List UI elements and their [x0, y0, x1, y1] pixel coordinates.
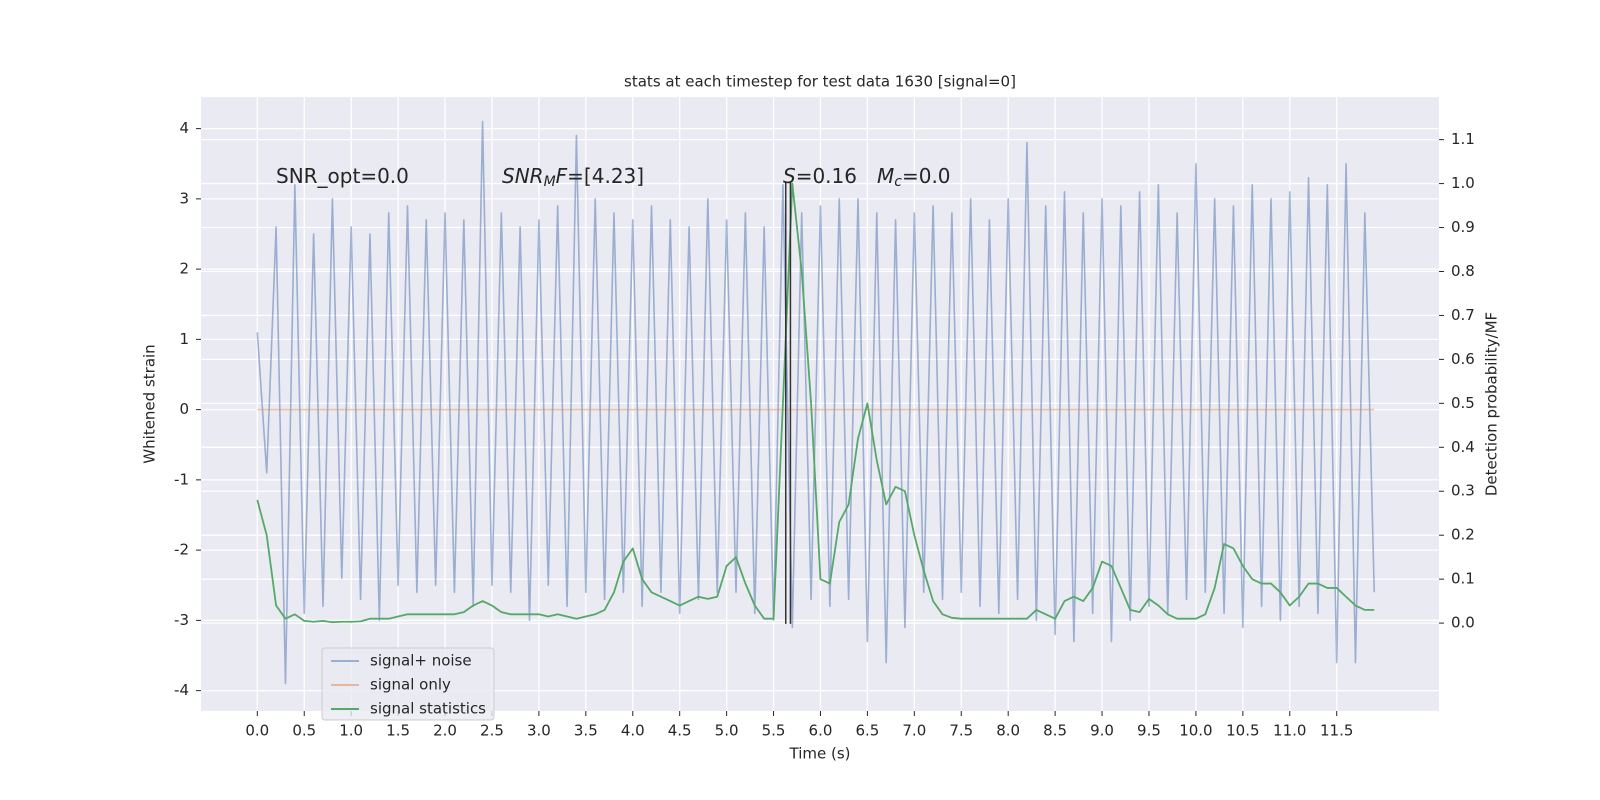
x-tick-label: 1.5 [386, 722, 410, 740]
legend-label: signal statistics [370, 700, 486, 718]
x-tick-label: 0.5 [292, 722, 316, 740]
annotation-part: =0.16 [796, 164, 857, 188]
y2-tick-label: 1.1 [1451, 130, 1475, 148]
annotation-part: SNR [502, 164, 544, 188]
y2-tick-label: 0.0 [1451, 614, 1475, 632]
x-tick-label: 8.5 [1043, 722, 1067, 740]
y2-axis-label: Detection probability/MF [1483, 312, 1501, 496]
annotation-part: =0.0 [902, 164, 951, 188]
marks [256, 120, 1376, 685]
y-tick-label: -1 [174, 470, 189, 488]
y-tick-label: 3 [179, 189, 189, 207]
y2-tick-label: 0.5 [1451, 394, 1475, 412]
x-tick-label: 3.5 [574, 722, 598, 740]
x-tick-label: 0.0 [245, 722, 269, 740]
x-tick-label: 6.0 [809, 722, 833, 740]
annotation: Mc=0.0 [877, 164, 951, 191]
x-tick-label: 5.5 [762, 722, 786, 740]
x-tick-label: 3.0 [527, 722, 551, 740]
legend-label: signal only [370, 676, 451, 694]
annotation-part: c [894, 174, 902, 190]
y2-tick-label: 0.4 [1451, 438, 1475, 456]
legend-box [321, 647, 495, 721]
y-tick-label: 1 [179, 330, 189, 348]
y-axis-label: Whitened strain [141, 344, 159, 463]
x-tick-label: 7.5 [949, 722, 973, 740]
y2-tick-label: 0.9 [1451, 218, 1475, 236]
annotation-part: SNR_opt=0.0 [276, 164, 409, 188]
y-tick-label: -3 [174, 611, 189, 629]
x-tick-label: 4.0 [621, 722, 645, 740]
x-tick-label: 11.0 [1273, 722, 1306, 740]
y2-tick-label: 0.6 [1451, 350, 1475, 368]
x-tick-label: 2.5 [480, 722, 504, 740]
y-tick-label: -4 [174, 681, 189, 699]
x-tick-label: 5.0 [715, 722, 739, 740]
series-line [256, 120, 1376, 685]
x-tick-label: 4.5 [668, 722, 692, 740]
grid [201, 97, 1439, 711]
x-tick-label: 10.0 [1179, 722, 1212, 740]
y-tick-label: 4 [179, 119, 189, 137]
y2-tick-label: 0.3 [1451, 482, 1475, 500]
x-tick-label: 11.5 [1320, 722, 1353, 740]
y-tick-label: 2 [179, 260, 189, 278]
x-tick-label: 6.5 [855, 722, 879, 740]
x-tick-label: 9.5 [1137, 722, 1161, 740]
x-tick-label: 1.0 [339, 722, 363, 740]
y2-tick-label: 1.0 [1451, 174, 1475, 192]
annotation: SNR_opt=0.0 [276, 164, 409, 188]
chart-title: stats at each timestep for test data 163… [624, 73, 1016, 91]
annotation-part: =[4.23] [567, 164, 644, 188]
x-tick-label: 7.0 [902, 722, 926, 740]
x-axis-label: Time (s) [789, 745, 851, 763]
annotation: S=0.16 [783, 164, 857, 188]
y2-tick-label: 0.2 [1451, 526, 1475, 544]
series-line [256, 182, 1375, 624]
labels: 0.0 0.5 1.0 1.5 2.0 2.5 3.0 3.5 4.0 4.5 5.0 5.5 6.0 6… [174, 119, 1475, 739]
y2-tick-label: 0.8 [1451, 262, 1475, 280]
annotation-part: F [556, 164, 568, 188]
annotation: SNRMF=[4.23] [502, 164, 644, 191]
annotation-part: M [877, 164, 894, 188]
y-tick-label: 0 [179, 400, 189, 418]
y-tick-label: -2 [174, 541, 189, 559]
x-tick-label: 9.0 [1090, 722, 1114, 740]
x-tick-label: 8.0 [996, 722, 1020, 740]
annotation-part: S [783, 164, 796, 188]
y2-tick-label: 0.7 [1451, 306, 1475, 324]
legend-label: signal+ noise [370, 652, 472, 670]
y2-tick-label: 0.1 [1451, 570, 1475, 588]
x-tick-label: 10.5 [1226, 722, 1259, 740]
annotation-part: M [544, 174, 556, 190]
x-tick-label: 2.0 [433, 722, 457, 740]
